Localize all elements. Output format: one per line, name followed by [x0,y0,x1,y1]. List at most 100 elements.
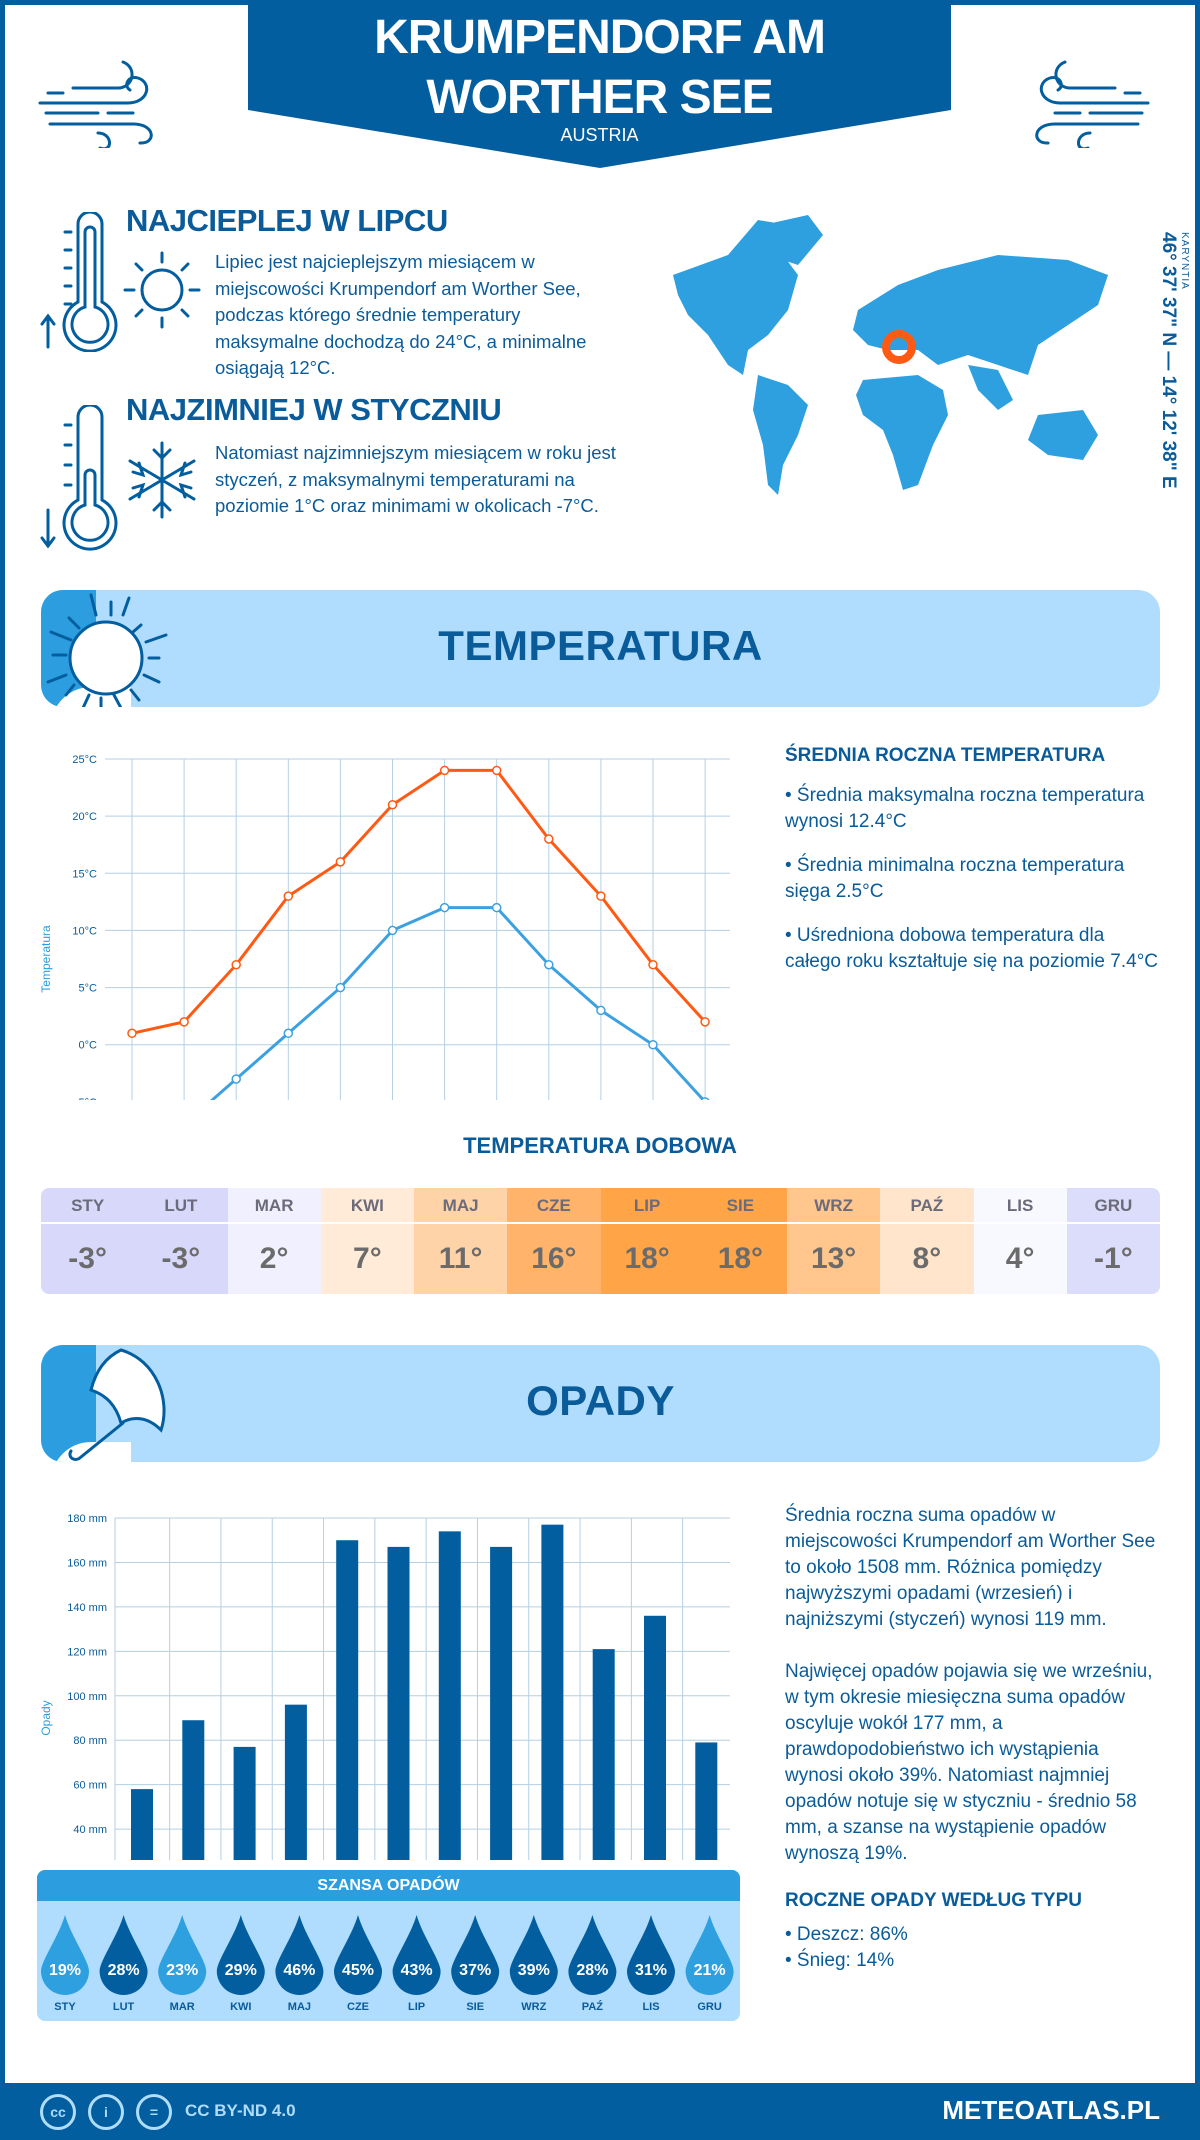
daily-temp-title: TEMPERATURA DOBOWA [463,1133,737,1158]
thermometer-hot-icon [40,212,118,352]
temp-value: 2° [259,1242,289,1275]
daily-temp-cell: LIP 18° [600,1188,694,1294]
data-point [283,891,294,901]
daily-temp-cell: KWI 7° [320,1188,414,1294]
cc-icon: cc [40,2094,76,2130]
data-point [648,959,658,970]
raindrop-icon [216,1915,265,1995]
temp-value: 8° [912,1242,942,1275]
data-point [648,1039,658,1050]
data-point [439,765,450,776]
daily-temp-cell: MAR 2° [227,1188,321,1294]
wind-icon-right [1035,60,1150,148]
y-tick-label: -5°C [75,1097,97,1100]
coordinates-label: 46° 37' 37" N — 14° 12' 38" E [1158,232,1179,489]
month-label: MAJ [414,1188,508,1224]
data-point [387,799,398,810]
raindrop-icon [334,1915,382,1995]
data-point [544,959,554,970]
y-tick-label: 160 mm [67,1557,107,1569]
chance-value: 21% [694,1962,726,1979]
bar [233,1746,256,1860]
raindrop-icon [41,1915,89,1995]
y-tick-label: 140 mm [67,1602,107,1614]
chance-month: MAJ [288,2001,311,2013]
chance-value: 28% [576,1962,608,1979]
sun-icon [123,251,201,329]
precip-text-1: Średnia roczna suma opadów w miejscowośc… [785,1505,1156,1630]
month-label: CZE [507,1188,601,1224]
precip-banner: OPADY [41,1345,1160,1462]
warmest-text: Lipiec jest najcieplejszym miesiącem w m… [215,251,587,378]
temp-value: 18° [624,1242,670,1275]
precip-chance-title: SZANSA OPADÓW [37,1870,740,1901]
bar [284,1704,307,1860]
chance-month: GRU [697,2001,722,2013]
wind-icon [38,60,153,148]
title-banner [248,0,951,168]
chance-month: CZE [347,2001,369,2013]
chance-value: 23% [166,1962,198,1979]
sun-icon-large [46,593,168,707]
data-point [335,857,346,867]
temp-value: 13° [810,1242,857,1275]
coordinates-block: KARYNTIA 46° 37' 37" N — 14° 12' 38" E [1157,232,1190,489]
footer: cc i = CC BY-ND 4.0 METEOATLAS.PL [0,2083,1200,2140]
chance-value: 31% [635,1962,667,1979]
data-point [700,1017,710,1027]
temp-value: -1° [1094,1242,1133,1275]
chance-month: LIS [642,2001,659,2013]
temp-value: -3° [161,1242,201,1275]
chance-month: WRZ [521,2001,546,2013]
chance-value: 45% [342,1962,374,1979]
y-axis-label: Temperatura [39,925,53,993]
raindrop-icon [627,1915,675,1995]
chance-value: 46% [283,1962,315,1979]
temperature-chart: -10°C-5°C0°C5°C10°C15°C20°C25°CStyLutMar… [39,754,730,1100]
chance-value: 28% [108,1962,140,1979]
temperature-banner: TEMPERATURA [41,590,1160,707]
daily-temp-cell: MAJ 11° [414,1188,508,1294]
bar [592,1649,615,1860]
y-tick-label: 0°C [79,1040,98,1052]
umbrella-icon [68,1348,166,1461]
data-point [700,1097,710,1100]
month-label: MAR [227,1188,321,1224]
bar [644,1615,666,1860]
precip-type-item: • Śnieg: 14% [785,1950,895,1971]
data-point [544,834,554,844]
chance-value: 37% [459,1962,491,1979]
temp-value: -3° [68,1242,107,1275]
y-tick-label: 20°C [72,811,97,823]
site-link[interactable]: METEOATLAS.PL [942,2095,1160,2125]
page-title: KRUMPENDORF AM WORTHER SEE [374,11,826,124]
chance-month: LIP [408,2001,425,2013]
temp-value: 18° [717,1242,764,1275]
series-line [209,906,706,1100]
y-tick-label: 15°C [72,868,97,880]
daily-temp-cell: GRU -1° [1066,1188,1160,1294]
temperature-summary: ŚREDNIA ROCZNA TEMPERATURA • Średnia mak… [785,743,1165,975]
bar [438,1531,461,1860]
daily-temp-cell: WRZ 13° [787,1188,881,1294]
chance-value: 19% [49,1962,81,1979]
bar [695,1742,718,1860]
daily-temp-cell: LIS 4° [973,1188,1067,1294]
snowflake-icon [128,441,196,519]
month-label: LIP [600,1188,694,1224]
data-point [491,765,502,776]
summary-bullet: • Średnia maksymalna roczna temperatura … [785,785,1145,832]
y-tick-label: 180 mm [67,1513,107,1525]
raindrop-icon [392,1915,441,1995]
bar [131,1789,153,1860]
data-point [439,902,450,913]
license-label: CC BY-ND 4.0 [185,2101,296,2120]
chance-month: PAŹ [582,2000,603,2013]
summary-bullet: • Uśredniona dobowa temperatura dla całe… [785,925,1159,972]
month-label: PAŹ [880,1188,974,1224]
raindrop-icon [99,1915,148,1995]
month-label: LIS [973,1188,1067,1224]
thermometer-cold-icon [40,405,118,551]
y-tick-label: 120 mm [67,1646,107,1658]
